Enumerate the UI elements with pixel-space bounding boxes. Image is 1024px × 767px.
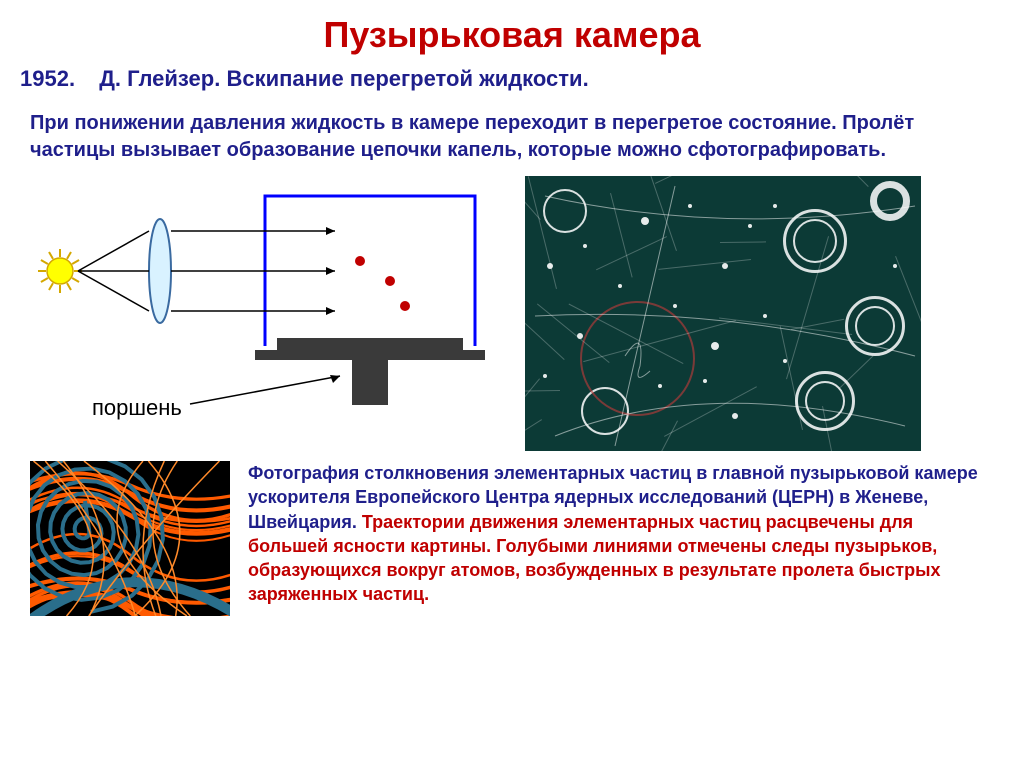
year: 1952. <box>20 66 75 92</box>
colored-tracks-image <box>30 461 230 616</box>
chamber-diagram: поршень <box>30 176 485 436</box>
author-line: Д. Глейзер. Вскипание перегретой жидкост… <box>99 66 589 91</box>
bubble-chamber-photo <box>525 176 921 451</box>
page-title: Пузырьковая камера <box>0 0 1024 56</box>
description: При понижении давления жидкость в камере… <box>0 92 1024 164</box>
photo-caption: Фотография столкновения элементарных час… <box>248 461 994 616</box>
piston-label: поршень <box>92 395 182 421</box>
subtitle: 1952. Д. Глейзер. Вскипание перегретой ж… <box>0 56 1024 92</box>
